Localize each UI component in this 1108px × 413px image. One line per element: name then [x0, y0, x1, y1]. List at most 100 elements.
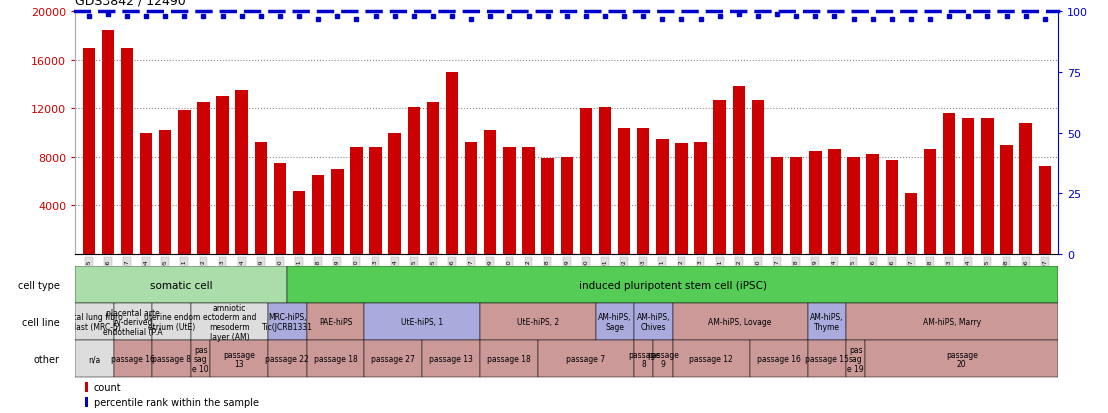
Text: pas
sag
e 10: pas sag e 10: [193, 345, 209, 373]
Bar: [422, 340, 480, 377]
Bar: [750, 340, 808, 377]
Bar: [579, 109, 592, 254]
Bar: [847, 304, 1058, 340]
Text: other: other: [34, 354, 60, 364]
Bar: [153, 304, 191, 340]
Bar: [287, 266, 1058, 304]
Bar: [255, 143, 267, 254]
Bar: [480, 304, 596, 340]
Bar: [790, 157, 802, 254]
Bar: [751, 101, 765, 254]
Text: somatic cell: somatic cell: [150, 280, 213, 290]
Bar: [191, 340, 211, 377]
Bar: [618, 128, 630, 254]
Bar: [905, 194, 917, 254]
Text: passage
8: passage 8: [628, 350, 659, 368]
Bar: [268, 304, 307, 340]
Bar: [771, 157, 783, 254]
Bar: [848, 157, 860, 254]
Bar: [637, 128, 649, 254]
Bar: [484, 131, 496, 254]
Bar: [114, 304, 153, 340]
Bar: [982, 119, 994, 254]
Bar: [274, 164, 286, 254]
Bar: [153, 340, 191, 377]
Bar: [445, 73, 459, 254]
Bar: [75, 340, 114, 377]
Bar: [962, 119, 975, 254]
Text: passage 18: passage 18: [488, 354, 531, 363]
Bar: [673, 304, 808, 340]
Text: n/a: n/a: [89, 354, 101, 363]
Bar: [293, 191, 306, 254]
Text: AM-hiPS,
Sage: AM-hiPS, Sage: [598, 313, 632, 331]
Bar: [732, 87, 745, 254]
Bar: [634, 304, 673, 340]
Text: passage 27: passage 27: [371, 354, 416, 363]
Bar: [675, 144, 688, 254]
Text: count: count: [94, 382, 122, 392]
Text: passage
20: passage 20: [946, 350, 977, 368]
Bar: [365, 304, 480, 340]
Bar: [307, 304, 365, 340]
Text: cell type: cell type: [18, 280, 60, 290]
Bar: [331, 169, 343, 254]
Text: cell line: cell line: [22, 317, 60, 327]
Bar: [695, 143, 707, 254]
Text: UtE-hiPS, 2: UtE-hiPS, 2: [516, 318, 558, 326]
Bar: [542, 159, 554, 254]
Bar: [408, 108, 420, 254]
Bar: [866, 155, 879, 254]
Text: passage 16: passage 16: [757, 354, 801, 363]
Text: placental arte
ry-derived
endothelial (P.A: placental arte ry-derived endothelial (P…: [103, 308, 163, 336]
Bar: [268, 340, 307, 377]
Bar: [714, 101, 726, 254]
Text: fetal lung fibro
blast (MRC-5): fetal lung fibro blast (MRC-5): [66, 313, 123, 331]
Text: PAE-hiPS: PAE-hiPS: [319, 318, 352, 326]
Bar: [102, 31, 114, 254]
Text: passage 15: passage 15: [804, 354, 849, 363]
Bar: [847, 340, 865, 377]
Text: passage 13: passage 13: [429, 354, 473, 363]
Bar: [561, 157, 573, 254]
Bar: [312, 176, 325, 254]
Bar: [809, 151, 821, 254]
Bar: [121, 49, 133, 254]
Bar: [85, 382, 88, 392]
Bar: [865, 340, 1058, 377]
Bar: [82, 49, 95, 254]
Bar: [1019, 123, 1032, 254]
Bar: [178, 110, 191, 254]
Bar: [943, 114, 955, 254]
Bar: [537, 340, 634, 377]
Bar: [191, 304, 268, 340]
Text: passage 22: passage 22: [266, 354, 309, 363]
Text: passage
9: passage 9: [647, 350, 679, 368]
Bar: [1038, 167, 1051, 254]
Text: UtE-hiPS, 1: UtE-hiPS, 1: [401, 318, 443, 326]
Text: passage 12: passage 12: [689, 354, 733, 363]
Bar: [369, 148, 382, 254]
Text: uterine endom
etrium (UtE): uterine endom etrium (UtE): [144, 313, 199, 331]
Bar: [365, 340, 422, 377]
Bar: [1001, 145, 1013, 254]
Text: passage 8: passage 8: [152, 354, 192, 363]
Bar: [596, 304, 634, 340]
Text: pas
sag
e 19: pas sag e 19: [848, 345, 864, 373]
Bar: [465, 143, 478, 254]
Text: passage 7: passage 7: [566, 354, 606, 363]
Bar: [427, 103, 439, 254]
Bar: [634, 340, 654, 377]
Text: passage 18: passage 18: [314, 354, 358, 363]
Bar: [654, 340, 673, 377]
Bar: [480, 340, 537, 377]
Bar: [236, 91, 248, 254]
Text: AM-hiPS, Lovage: AM-hiPS, Lovage: [708, 318, 772, 326]
Bar: [522, 148, 535, 254]
Bar: [598, 108, 612, 254]
Text: MRC-hiPS,
Tic(JCRB1331: MRC-hiPS, Tic(JCRB1331: [261, 313, 312, 331]
Bar: [85, 397, 88, 407]
Text: amniotic
ectoderm and
mesoderm
layer (AM): amniotic ectoderm and mesoderm layer (AM…: [203, 303, 256, 341]
Bar: [808, 304, 847, 340]
Text: passage 16: passage 16: [111, 354, 155, 363]
